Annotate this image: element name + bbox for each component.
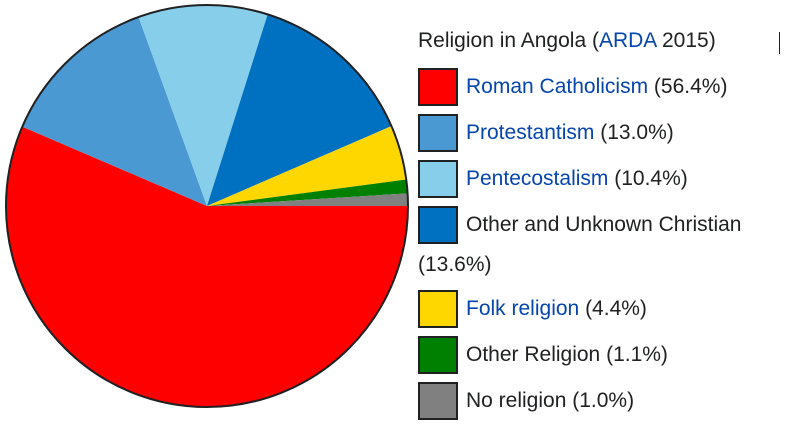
legend-value: (13.6%) bbox=[418, 253, 492, 276]
title-suffix: 2015) bbox=[656, 29, 716, 52]
legend-label: Other Religion (1.1%) bbox=[466, 336, 668, 374]
legend-label: Pentecostalism (10.4%) bbox=[466, 160, 688, 198]
pie-outline bbox=[5, 4, 409, 408]
legend-entry-no-religion: No religion (1.0%) bbox=[418, 382, 810, 420]
legend-swatch-folk-religion bbox=[418, 290, 458, 328]
legend-entry-protestantism: Protestantism (13.0%) bbox=[418, 114, 810, 152]
legend: Religion in Angola (ARDA 2015) Roman Cat… bbox=[418, 22, 810, 420]
legend-swatch-other-religion bbox=[418, 336, 458, 374]
legend-title: Religion in Angola (ARDA 2015) bbox=[418, 22, 810, 60]
legend-value: (4.4%) bbox=[585, 297, 647, 320]
pentecostalism-link[interactable]: Pentecostalism bbox=[466, 167, 609, 190]
pie-slice-other-and-unknown-christian bbox=[207, 14, 392, 207]
legend-label: Roman Catholicism (56.4%) bbox=[466, 68, 727, 106]
legend-value: (10.4%) bbox=[614, 167, 688, 190]
pie-chart bbox=[5, 4, 409, 408]
pie-slice-pentecostalism bbox=[138, 4, 268, 206]
legend-entry-folk-religion: Folk religion (4.4%) bbox=[418, 290, 810, 328]
legend-entry-other-religion: Other Religion (1.1%) bbox=[418, 336, 810, 374]
roman-catholicism-link[interactable]: Roman Catholicism bbox=[466, 75, 649, 98]
legend-name: Other Religion bbox=[466, 343, 601, 366]
legend-label: Protestantism (13.0%) bbox=[466, 114, 674, 152]
legend-swatch-pentecostalism bbox=[418, 160, 458, 198]
folk-religion-link[interactable]: Folk religion bbox=[466, 297, 580, 320]
title-prefix: Religion in Angola ( bbox=[418, 29, 599, 52]
protestantism-link[interactable]: Protestantism bbox=[466, 121, 595, 144]
legend-label: Other and Unknown Christian bbox=[466, 213, 742, 236]
legend-entry-other-christian: Other and Unknown Christian (13.6%) bbox=[418, 206, 810, 282]
legend-swatch-other-christian bbox=[418, 206, 458, 244]
pie-slice-other-religion bbox=[207, 179, 408, 206]
legend-entry-roman-catholicism: Roman Catholicism (56.4%) bbox=[418, 68, 810, 106]
pie-slice-protestantism bbox=[22, 17, 208, 207]
legend-label: No religion (1.0%) bbox=[466, 382, 634, 420]
legend-entry-pentecostalism: Pentecostalism (10.4%) bbox=[418, 160, 810, 198]
legend-swatch-protestantism bbox=[418, 114, 458, 152]
legend-value: (56.4%) bbox=[653, 75, 728, 98]
legend-value: (13.0%) bbox=[600, 121, 674, 144]
legend-swatch-no-religion bbox=[418, 382, 458, 420]
legend-value: (1.0%) bbox=[572, 389, 635, 412]
pie-slice-no-religion bbox=[207, 193, 408, 206]
legend-swatch-roman-catholicism bbox=[418, 68, 458, 106]
title-divider bbox=[779, 32, 780, 54]
legend-name: No religion bbox=[466, 389, 567, 412]
pie-slice-roman-catholicism bbox=[6, 126, 409, 407]
legend-value: (1.1%) bbox=[606, 343, 668, 366]
arda-link[interactable]: ARDA bbox=[598, 29, 657, 52]
pie-slice-folk-religion bbox=[207, 126, 407, 206]
legend-label: Folk religion (4.4%) bbox=[466, 290, 647, 328]
